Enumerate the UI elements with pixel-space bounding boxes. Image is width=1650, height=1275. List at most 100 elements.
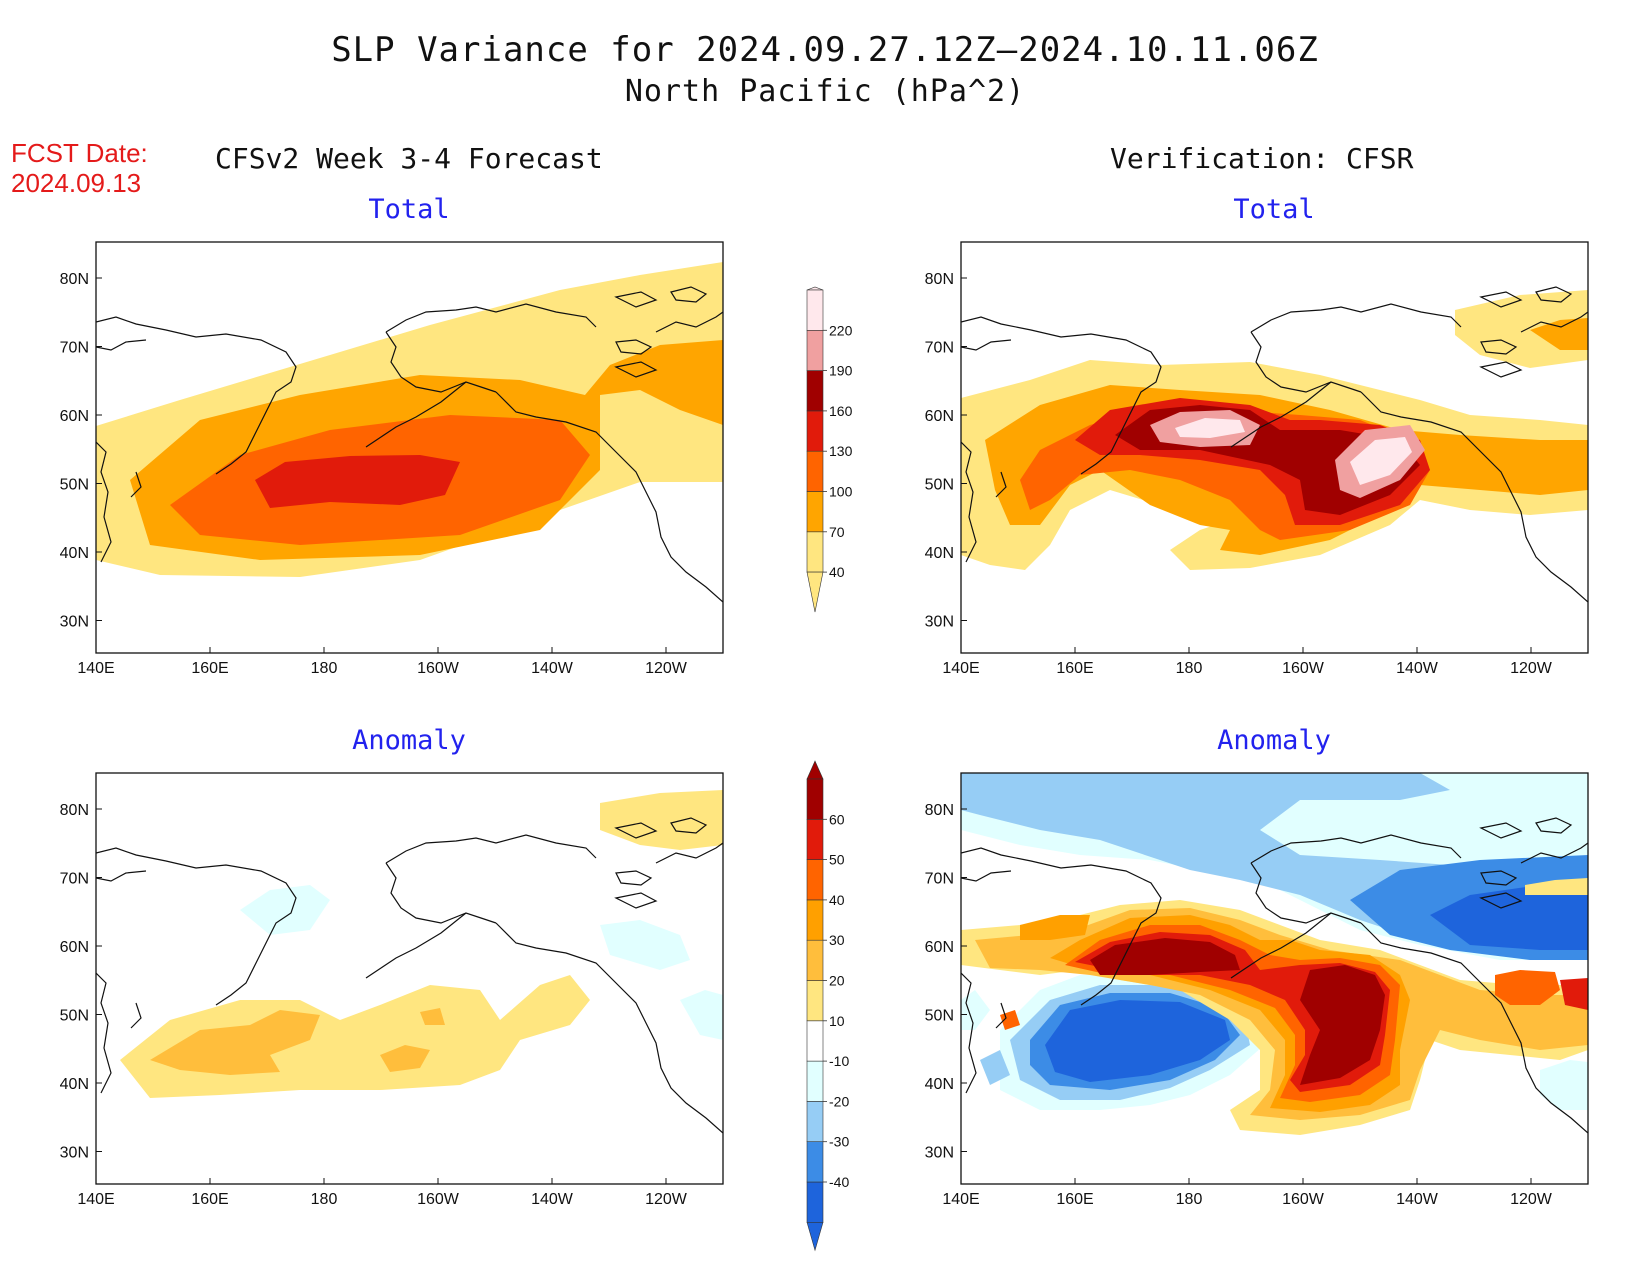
colorbar-swatch — [806, 329, 824, 371]
forecast-total-lon-label: 120W — [645, 660, 688, 677]
verification-anomaly-lat-label: 70N — [925, 871, 954, 888]
verification-anomaly-lon-label: 120W — [1510, 1191, 1553, 1208]
verification-anomaly-lon-label: 160W — [1282, 1191, 1325, 1208]
forecast-anomaly-map — [96, 773, 723, 1184]
panel-title-forecast-anomaly: Anomaly — [352, 725, 466, 756]
verification-total-lon-label: 160W — [1282, 660, 1325, 677]
verification-total-lat-label: 80N — [925, 271, 954, 288]
forecast-total-lat-label: 80N — [60, 271, 89, 288]
colorbar-swatch — [806, 899, 824, 941]
forecast-anomaly-lat-label: 70N — [60, 871, 89, 888]
forecast-total-map — [96, 242, 723, 653]
colorbar-swatch — [806, 1020, 824, 1062]
forecast-total-lon-label: 180 — [311, 660, 338, 677]
verification-total-lon-label: 140E — [942, 660, 979, 677]
verification-anomaly-lon-label: 140E — [942, 1191, 979, 1208]
colorbar-total: 40 70 100 130 160 190 220 — [806, 286, 853, 613]
fcst-date-value: 2024.09.13 — [11, 168, 142, 198]
verification-anomaly-lat-label: 60N — [925, 939, 954, 956]
colorbar-bottom-triangle — [806, 571, 824, 613]
colorbar-bottom-triangle — [806, 1222, 824, 1252]
forecast-total-lat-label: 60N — [60, 408, 89, 425]
verification-column-heading: Verification: CFSR — [1110, 142, 1414, 175]
colorbar-label: 20 — [829, 973, 845, 989]
forecast-total-lat-label: 40N — [60, 545, 89, 562]
colorbar-label: 100 — [829, 484, 853, 500]
colorbar-top-triangle — [806, 760, 824, 780]
forecast-anomaly-lon-label: 140E — [77, 1191, 114, 1208]
colorbar-label: 160 — [829, 403, 853, 419]
main-title: SLP Variance for 2024.09.27.12Z—2024.10.… — [331, 30, 1319, 70]
colorbar-swatch — [806, 531, 824, 573]
fcst-date-label: FCST Date: — [11, 138, 148, 168]
forecast-anomaly-lat-label: 80N — [60, 802, 89, 819]
verification-anomaly-lat-label: 50N — [925, 1008, 954, 1025]
verification-total-lon-label: 140W — [1396, 660, 1439, 677]
colorbar-label: 130 — [829, 443, 853, 459]
colorbar-swatch — [806, 370, 824, 412]
colorbar-label: 50 — [829, 852, 845, 868]
colorbar-top-triangle — [806, 286, 824, 291]
panel-title-forecast-total: Total — [368, 194, 450, 225]
forecast-total-lon-label: 160E — [191, 660, 228, 677]
colorbar-swatch — [806, 1141, 824, 1183]
colorbar-label: -20 — [829, 1093, 849, 1109]
verification-total-lon-label: 120W — [1510, 660, 1553, 677]
verification-anomaly-lat-label: 40N — [925, 1076, 954, 1093]
colorbar-anomaly: -40 -30 -20 -10 10 20 30 40 50 60 — [806, 760, 849, 1252]
forecast-anomaly-lat-label: 30N — [60, 1145, 89, 1162]
colorbar-label: -10 — [829, 1053, 849, 1069]
forecast-anomaly-lon-label: 120W — [645, 1191, 688, 1208]
colorbar-label: 30 — [829, 932, 845, 948]
forecast-anomaly-lat-label: 50N — [60, 1008, 89, 1025]
colorbar-swatch — [806, 450, 824, 492]
verification-total-lat-label: 50N — [925, 477, 954, 494]
forecast-anomaly-lon-label: 160E — [191, 1191, 228, 1208]
forecast-anomaly-lat-label: 60N — [60, 939, 89, 956]
verification-total-lat-label: 60N — [925, 408, 954, 425]
verification-total-lon-label: 160E — [1056, 660, 1093, 677]
colorbar-swatch — [806, 778, 824, 820]
colorbar-label: 220 — [829, 322, 853, 338]
colorbar-swatch — [806, 980, 824, 1022]
colorbar-swatch — [806, 491, 824, 533]
colorbar-swatch — [806, 289, 824, 331]
forecast-anomaly-lat-label: 40N — [60, 1076, 89, 1093]
colorbar-label: 60 — [829, 811, 845, 827]
forecast-total-lat-label: 30N — [60, 614, 89, 631]
verification-anomaly-lon-label: 180 — [1176, 1191, 1203, 1208]
colorbar-label: 190 — [829, 363, 853, 379]
colorbar-label: 10 — [829, 1013, 845, 1029]
verification-total-lat-label: 30N — [925, 614, 954, 631]
colorbar-swatch — [806, 1060, 824, 1102]
verification-anomaly-map — [961, 773, 1588, 1184]
colorbar-swatch — [806, 818, 824, 860]
colorbar-swatch — [806, 1101, 824, 1143]
forecast-total-lon-label: 140E — [77, 660, 114, 677]
forecast-total-lon-label: 160W — [417, 660, 460, 677]
colorbar-swatch — [806, 939, 824, 981]
main-subtitle: North Pacific (hPa^2) — [624, 74, 1026, 109]
axes-layer: 140E 160E 180 160W 140W 120W 80N 70N 60N 50N 40N 30… — [60, 271, 1553, 1208]
colorbar-swatch — [806, 1181, 824, 1223]
forecast-total-lon-label: 140W — [531, 660, 574, 677]
verification-anomaly-lon-label: 140W — [1396, 1191, 1439, 1208]
colorbar-label: 40 — [829, 892, 845, 908]
panel-title-verification-anomaly: Anomaly — [1217, 725, 1331, 756]
verification-total-lon-label: 180 — [1176, 660, 1203, 677]
forecast-anomaly-lon-label: 160W — [417, 1191, 460, 1208]
verification-anomaly-lat-label: 30N — [925, 1145, 954, 1162]
panel-title-verification-total: Total — [1233, 194, 1315, 225]
verification-total-lat-label: 40N — [925, 545, 954, 562]
verification-anomaly-lat-label: 80N — [925, 802, 954, 819]
forecast-total-lat-label: 50N — [60, 477, 89, 494]
verification-total-map — [961, 242, 1588, 653]
forecast-anomaly-lon-label: 180 — [311, 1191, 338, 1208]
verification-anomaly-lon-label: 160E — [1056, 1191, 1093, 1208]
forecast-anomaly-lon-label: 140W — [531, 1191, 574, 1208]
verification-total-lat-label: 70N — [925, 340, 954, 357]
forecast-column-heading: CFSv2 Week 3-4 Forecast — [215, 142, 603, 175]
colorbar-label: 40 — [829, 564, 845, 580]
colorbar-label: 70 — [829, 524, 845, 540]
